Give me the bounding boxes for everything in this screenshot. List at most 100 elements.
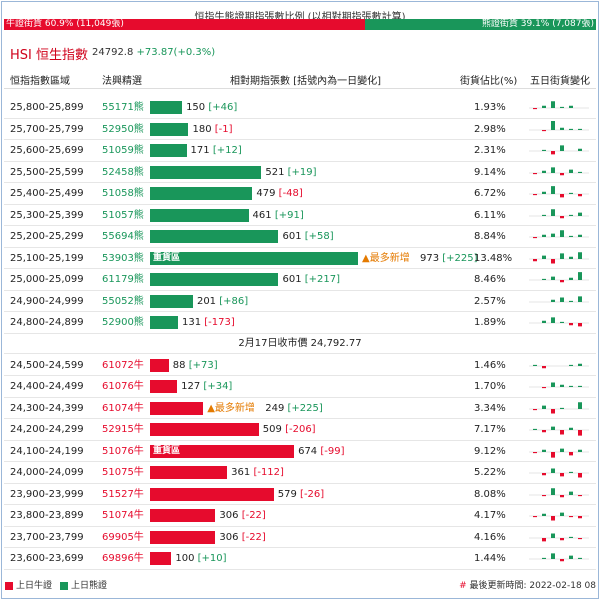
warrant-code-link[interactable]: 52950熊: [102, 123, 144, 135]
count-delta: [-99]: [320, 445, 345, 457]
ratio-cell: 5.22%: [474, 467, 506, 478]
range-cell: 24,200-24,299: [10, 424, 84, 435]
sparkline-bar: [533, 451, 537, 453]
sparkline-bar: [542, 255, 546, 259]
warrant-code-link[interactable]: 52915牛: [102, 424, 144, 435]
sparkline-bar: [551, 516, 555, 521]
bull-row: 24,200-24,299 52915牛 509 [-206] 7.17%: [4, 419, 596, 441]
warrant-code-link[interactable]: 55694熊: [102, 231, 144, 242]
sparkline-bar: [533, 408, 537, 410]
bear-row: 25,600-25,699 51059熊 171 [+12] 2.31%: [4, 140, 596, 162]
index-quote: 24792.8 +73.87(+0.3%): [92, 47, 215, 58]
bull-count-bar: [150, 423, 259, 436]
warrant-code-link[interactable]: 61072牛: [102, 359, 144, 371]
sparkline-bar: [551, 208, 555, 216]
warrant-code-link[interactable]: 52458熊: [102, 166, 144, 178]
sparkline-bar: [560, 252, 564, 259]
ratio-cell: 2.31%: [474, 145, 506, 156]
warrant-code-link[interactable]: 61074牛: [102, 402, 144, 414]
count-value: 521 [+19]: [265, 162, 316, 183]
sparkline-bar: [578, 401, 582, 409]
bear-count-bar: 重貨區: [150, 251, 358, 265]
five-day-sparkline: [529, 295, 589, 302]
close-price-row: 2月17日收市價 24,792.77: [4, 334, 596, 354]
sparkline-bar: [569, 235, 573, 237]
count-delta: [+91]: [274, 209, 304, 221]
warrant-code-link[interactable]: 69896牛: [102, 553, 144, 564]
bear-square-icon: [60, 581, 69, 590]
count-number: 201: [196, 295, 217, 307]
warrant-code-link[interactable]: 55171熊: [102, 102, 144, 113]
count-number: 171: [190, 145, 210, 156]
range-cell: 23,900-23,999: [10, 488, 84, 500]
bear-row: 24,800-24,899 52900熊 131 [-173] 1.89%: [4, 312, 596, 334]
warrant-code-link[interactable]: 55052熊: [102, 295, 144, 307]
count-delta: [+58]: [304, 231, 334, 242]
range-cell: 24,800-24,899: [10, 317, 84, 328]
count-delta: [+10]: [197, 553, 227, 564]
ratio-cell: 7.17%: [474, 424, 506, 435]
range-cell: 25,300-25,399: [10, 209, 84, 221]
sparkline-bar: [542, 320, 546, 323]
sparkline-bar: [578, 323, 582, 327]
count-number: 306: [219, 510, 239, 521]
warrant-code-link[interactable]: 51057熊: [102, 209, 144, 221]
last-updated-text: 最後更新時間: 2022-02-18 08: [469, 581, 596, 591]
sparkline-bar: [569, 192, 573, 194]
bear-row: 25,100-25,199 53903熊 重貨區 ▲最多新增 973 [+225] 13.…: [4, 248, 596, 269]
warrant-code-link[interactable]: 69905牛: [102, 531, 144, 543]
sparkline-bar: [533, 237, 537, 239]
ratio-cell: 1.89%: [474, 317, 506, 328]
warrant-code-link[interactable]: 51076牛: [102, 445, 144, 457]
warrant-code-link[interactable]: 51059熊: [102, 145, 144, 156]
ratio-cell: 1.44%: [474, 553, 506, 564]
sparkline-bar: [551, 487, 555, 495]
ratio-cell: 8.46%: [474, 274, 506, 285]
ratio-cell: 9.14%: [474, 166, 506, 178]
five-day-sparkline: [529, 512, 589, 521]
sparkline-bar: [578, 430, 582, 436]
warrant-code-link[interactable]: 61179熊: [102, 274, 144, 285]
warrant-code-link[interactable]: 51075牛: [102, 467, 144, 478]
sparkline-bar: [560, 172, 564, 175]
five-day-sparkline: [529, 251, 589, 263]
bull-square-icon: [5, 581, 13, 590]
ratio-cell: 1.70%: [474, 381, 506, 392]
warrant-code-link[interactable]: 51074牛: [102, 510, 144, 521]
warrant-code-link[interactable]: 51527牛: [102, 488, 144, 500]
count-value: 973 [+225]: [420, 248, 478, 269]
count-number: 579: [277, 488, 297, 500]
five-day-sparkline: [529, 230, 589, 239]
sparkline-bar: [560, 106, 564, 108]
count-value: 127 [+34]: [181, 376, 232, 397]
sparkline-bar: [542, 387, 546, 389]
count-number: 306: [219, 531, 239, 543]
range-cell: 25,200-25,299: [10, 231, 84, 242]
sparkline-bar: [578, 148, 582, 151]
sparkline-bar: [551, 553, 555, 559]
sparkline-bar: [560, 215, 564, 218]
warrant-code-link[interactable]: 52900熊: [102, 317, 144, 328]
sparkline-bar: [551, 101, 555, 108]
count-delta: [-112]: [253, 467, 284, 478]
bear-count-bar: [150, 187, 253, 200]
sparkline-bar: [578, 212, 582, 216]
sparkline-bar: [542, 405, 546, 409]
sparkline-bar: [560, 537, 564, 540]
index-change: +73.87(+0.3%): [136, 47, 216, 58]
index-name[interactable]: HSI 恒生指數: [10, 48, 88, 63]
sparkline-bar: [542, 537, 546, 541]
sparkline-bar: [551, 151, 555, 155]
ratio-title: 恒指牛熊證期指張數比例 (以相對期指張數計算): [194, 12, 406, 23]
count-number: 461: [252, 209, 272, 221]
warrant-code-link[interactable]: 61076牛: [102, 381, 144, 392]
warrant-code-link[interactable]: 53903熊: [102, 252, 144, 264]
five-day-sparkline: [529, 553, 589, 562]
ratio-cell: 2.57%: [474, 295, 506, 307]
sparkline-bar: [551, 233, 555, 237]
most-new-label: ▲最多新增: [362, 252, 410, 264]
sparkline-bar: [551, 299, 555, 302]
warrant-code-link[interactable]: 51058熊: [102, 188, 144, 199]
sparkline-bar: [542, 105, 546, 108]
bear-row: 25,300-25,399 51057熊 461 [+91] 6.11%: [4, 205, 596, 226]
